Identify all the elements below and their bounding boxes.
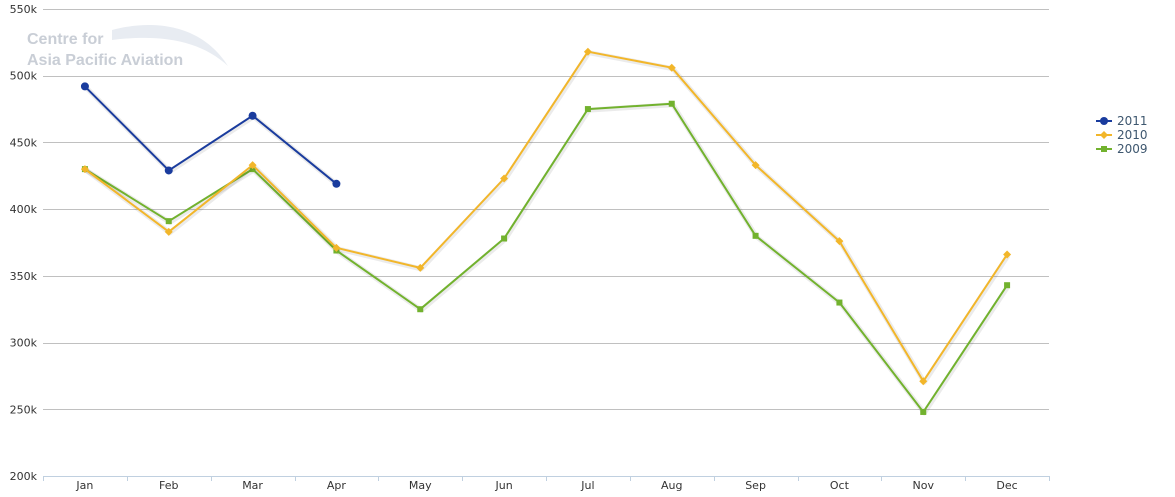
plot-area: [80, 47, 1012, 416]
data-point: [417, 306, 424, 313]
data-point: [165, 218, 172, 225]
grid-lines: [43, 9, 1049, 477]
x-tick-label: Sep: [745, 479, 766, 492]
data-point: [1003, 250, 1012, 259]
data-point: [248, 161, 257, 170]
legend-label: 2010: [1117, 128, 1148, 142]
y-tick-label: 450k: [10, 136, 38, 149]
x-tick-label: Dec: [996, 479, 1017, 492]
x-tick-label: Nov: [913, 479, 935, 492]
data-point: [919, 377, 928, 386]
data-point: [332, 243, 341, 252]
legend-marker: [1101, 146, 1107, 152]
series-2009: [81, 100, 1011, 416]
series-line-shadow: [84, 85, 339, 187]
watermark-line-2: Asia Pacific Aviation: [27, 52, 183, 69]
x-tick-label: May: [409, 479, 432, 492]
y-tick-label: 300k: [10, 337, 38, 350]
y-tick-label: 550k: [10, 3, 38, 16]
data-point: [500, 174, 509, 183]
data-point: [583, 47, 592, 56]
data-point: [80, 82, 89, 91]
data-point: [248, 111, 257, 120]
data-point: [249, 166, 256, 173]
data-point: [416, 263, 425, 272]
data-point: [584, 106, 591, 113]
x-tick-label: Jan: [75, 479, 93, 492]
legend-marker: [1100, 117, 1108, 125]
data-point: [751, 161, 760, 170]
x-tick-label: Feb: [159, 479, 178, 492]
series-line-2009: [84, 102, 1008, 413]
data-point: [501, 235, 508, 242]
series-line-2010: [84, 50, 1008, 383]
series-2011: [80, 82, 341, 188]
y-tick-label: 350k: [10, 270, 38, 283]
data-point: [836, 299, 843, 306]
y-tick-label: 500k: [10, 70, 38, 83]
data-point: [332, 179, 341, 188]
y-axis: 200k 250k 300k 350k 400k 450k 500k 550k: [10, 3, 38, 483]
legend-marker: [1100, 131, 1108, 139]
x-tick-label: Apr: [327, 479, 347, 492]
legend-item-2009[interactable]: 2009: [1096, 142, 1148, 156]
data-point: [835, 237, 844, 246]
x-tick-label: Jul: [580, 479, 594, 492]
watermark-swoosh: [112, 25, 228, 66]
y-tick-label: 200k: [10, 470, 38, 483]
series-line-shadow: [84, 50, 1011, 385]
x-tick-label: Oct: [830, 479, 850, 492]
data-point: [752, 232, 759, 239]
data-point: [1004, 282, 1011, 289]
x-tick-label: Jun: [494, 479, 512, 492]
series-line-shadow: [84, 102, 1011, 416]
data-point: [164, 227, 173, 236]
x-axis: Jan Feb Mar Apr May Jun Jul Aug Sep Oct Nov Dec: [43, 476, 1050, 492]
legend-item-2011[interactable]: 2011: [1096, 114, 1148, 128]
data-point: [80, 165, 89, 174]
x-tick-label: Aug: [661, 479, 682, 492]
legend-item-2010[interactable]: 2010: [1096, 128, 1148, 142]
series-2010: [80, 47, 1012, 386]
x-tick-label: Mar: [242, 479, 263, 492]
y-tick-label: 400k: [10, 203, 38, 216]
data-point: [920, 408, 927, 415]
legend-label: 2009: [1117, 142, 1148, 156]
watermark-logo: Centre for Asia Pacific Aviation: [27, 25, 228, 69]
legend-label: 2011: [1117, 114, 1148, 128]
series-line-2011: [84, 85, 338, 185]
watermark-line-1: Centre for: [27, 31, 103, 48]
data-point: [667, 63, 676, 72]
y-tick-label: 250k: [10, 403, 38, 416]
data-point: [164, 166, 173, 175]
data-point: [668, 100, 675, 107]
